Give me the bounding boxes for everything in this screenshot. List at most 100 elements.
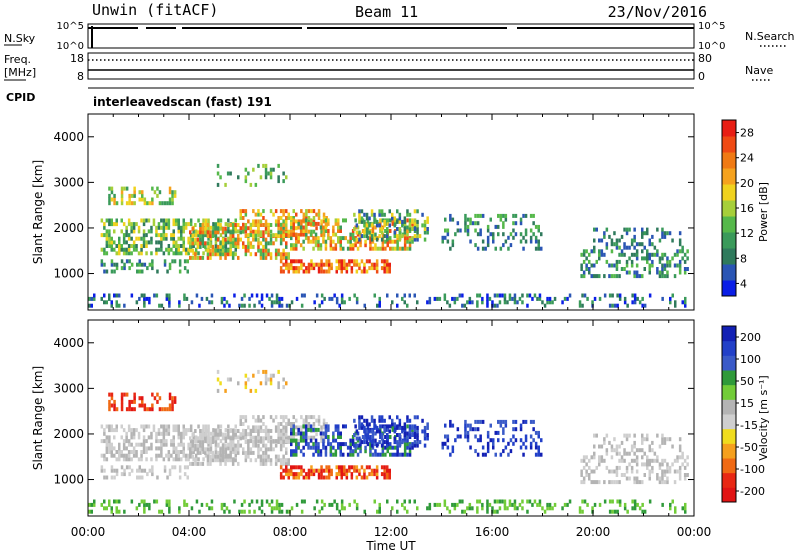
echo-cell (354, 239, 357, 244)
echo-cell (220, 506, 224, 511)
echo-cell (243, 303, 246, 308)
echo-cell (300, 266, 303, 271)
echo-cell (115, 424, 118, 429)
y-tick-label: 2000 (53, 221, 84, 235)
echo-cell (170, 247, 173, 252)
echo-cell (663, 440, 667, 445)
echo-cell (237, 223, 240, 227)
echo-cell (551, 300, 554, 305)
echo-cell (167, 251, 171, 256)
echo-cell (598, 462, 601, 467)
echo-cell (290, 427, 293, 432)
echo-cell (172, 229, 175, 234)
echo-cell (287, 269, 290, 274)
echo-cell (242, 229, 245, 234)
echo-cell (374, 431, 377, 436)
echo-cell (497, 419, 500, 424)
echo-cell (226, 248, 230, 253)
echo-cell (206, 230, 210, 235)
echo-cell (167, 244, 171, 248)
echo-cell (349, 243, 352, 248)
echo-cell (152, 218, 156, 223)
echo-cell (595, 227, 598, 232)
echo-cell (363, 429, 366, 434)
echo-cell (378, 429, 381, 434)
echo-cell (252, 425, 255, 430)
echo-cell (118, 499, 121, 504)
echo-cell (287, 418, 290, 423)
echo-cell (165, 439, 168, 444)
echo-cell (636, 502, 639, 507)
echo-cell (277, 381, 280, 386)
echo-cell (403, 438, 407, 443)
echo-cell (168, 201, 172, 206)
echo-cell (300, 472, 303, 477)
echo-cell (368, 465, 371, 470)
echo-cell (118, 240, 121, 245)
echo-cell (262, 422, 265, 426)
echo-cell (122, 453, 126, 458)
echo-cell (103, 439, 106, 444)
echo-cell (209, 241, 212, 246)
echo-cell (135, 442, 138, 447)
echo-cell (269, 229, 273, 234)
echo-cell (656, 455, 659, 460)
echo-cell (307, 209, 311, 214)
echo-cell (157, 240, 161, 245)
echo-cell (304, 424, 308, 429)
echo-cell (177, 251, 180, 256)
echo-cell (322, 232, 325, 237)
echo-cell (673, 469, 677, 474)
echo-cell (413, 227, 417, 231)
echo-cell (115, 218, 118, 223)
echo-cell (170, 233, 173, 238)
echo-cell (580, 473, 583, 477)
echo-cell (593, 433, 596, 438)
echo-cell (264, 237, 268, 242)
echo-cell (537, 434, 540, 439)
echo-cell (282, 255, 285, 260)
echo-cell (120, 197, 124, 202)
echo-cell (302, 468, 306, 473)
colorbar-tick-label: 12 (740, 227, 754, 240)
echo-cell (168, 468, 172, 473)
echo-cell (274, 454, 278, 459)
echo-cell (162, 233, 166, 238)
echo-cell (486, 303, 489, 308)
echo-cell (113, 399, 116, 404)
echo-cell (608, 263, 611, 268)
echo-cell (386, 266, 389, 271)
echo-cell (658, 444, 662, 449)
echo-cell (646, 249, 649, 254)
echo-cell (299, 225, 303, 230)
echo-cell (648, 263, 651, 268)
echo-cell (285, 209, 288, 214)
echo-cell (338, 262, 341, 267)
echo-cell (138, 190, 141, 195)
echo-cell (100, 296, 103, 301)
echo-cell (514, 221, 518, 226)
echo-cell (368, 259, 371, 264)
echo-cell (338, 509, 341, 514)
echo-cell (493, 509, 497, 514)
echo-cell (194, 458, 197, 463)
echo-cell (585, 267, 588, 271)
echo-cell (198, 509, 201, 514)
y-tick-label: 1000 (53, 473, 84, 487)
echo-cell (314, 438, 318, 443)
echo-cell (278, 300, 281, 305)
echo-cell (532, 427, 535, 432)
echo-cell (378, 300, 381, 305)
echo-cell (108, 193, 111, 198)
echo-cell (375, 425, 379, 430)
echo-cell (285, 415, 288, 420)
echo-cell (290, 229, 293, 234)
echo-cell (494, 452, 497, 457)
echo-cell (180, 229, 183, 234)
nsky-panel: N.Sky 10^5 10^0 10^5 10^0 N.Search (4, 21, 795, 52)
echo-cell (279, 241, 283, 246)
echo-cell (224, 454, 227, 459)
echo-cell (123, 468, 126, 473)
echo-cell (262, 230, 265, 235)
colorbar-segment (722, 370, 736, 386)
